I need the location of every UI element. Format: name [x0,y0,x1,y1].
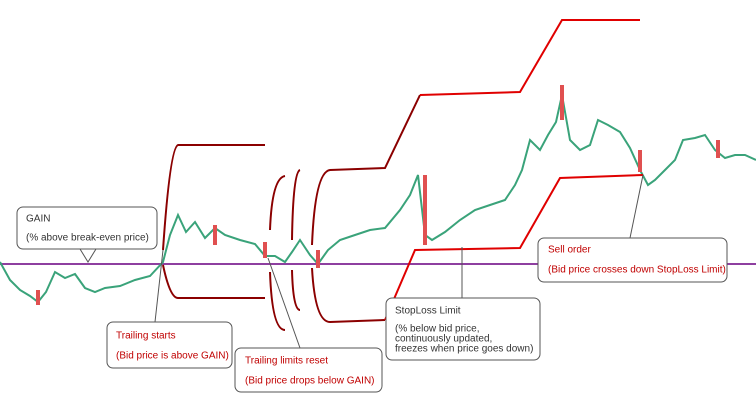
stoploss-box [385,297,541,361]
pointer [629,174,644,239]
stoploss-limits [384,19,644,321]
pointer [267,257,301,349]
red-candles [36,85,720,305]
pointer [79,248,97,263]
stoploss-title: StopLoss Limit [395,306,461,317]
trailing-starts-box [106,321,233,369]
trailing-limits [162,94,421,331]
stoploss-detail: continuously updated, [395,334,492,345]
trailing-starts-title: Trailing starts [116,331,176,342]
trailing-reset-title: Trailing limits reset [245,356,328,367]
sell-order-box [537,237,728,283]
stoploss-detail: (% below bid price, [395,324,479,335]
trailing-reset-detail: (Bid price drops below GAIN) [245,376,375,387]
trailing-starts-detail: (Bid price is above GAIN) [116,351,229,362]
sell-order-title: Sell order [548,245,591,256]
stoploss-detail: freezes when price goes down) [395,344,533,355]
trailing-reset-box [234,347,383,393]
gain-title: GAIN [26,214,50,225]
gain-detail: (% above break-even price) [26,233,149,244]
gain-box [16,206,158,250]
pointer [154,249,164,323]
sell-order-detail: (Bid price crosses down StopLoss Limit) [548,265,726,276]
